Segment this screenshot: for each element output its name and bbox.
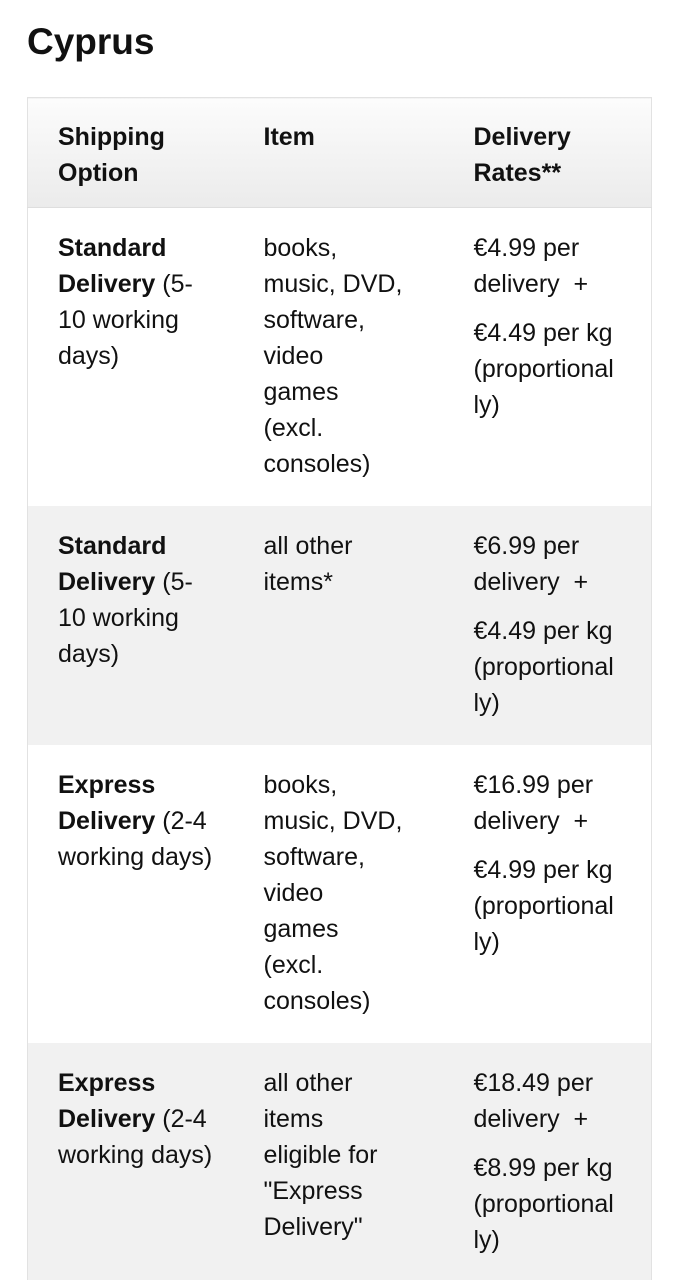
rate-per-kg: €8.99 per kg (proportionally) — [473, 1154, 620, 1254]
shipping-option-detail: (2-4 working days) — [58, 1105, 213, 1169]
rate-per-delivery: €16.99 per delivery + — [473, 771, 600, 835]
cell-item: all other items eligible for "Express De… — [263, 1069, 378, 1241]
rate-per-delivery: €6.99 per delivery + — [473, 532, 589, 596]
table-row: Express Delivery (2-4 working days) all … — [27, 1043, 652, 1280]
cell-item: books, music, DVD, software, video games… — [263, 234, 403, 478]
cell-delivery-rates: €18.49 per delivery + €8.99 per kg (prop… — [444, 1043, 652, 1280]
cell-delivery-rates: €4.99 per delivery + €4.49 per kg (propo… — [444, 208, 652, 507]
cell-shipping-option: Express Delivery (2-4 working days) — [28, 745, 234, 1043]
shipping-option-detail: (2-4 working days) — [58, 807, 213, 871]
header-cell-delivery-rates: Delivery Rates** — [443, 97, 652, 208]
rate-per-delivery: €4.99 per delivery + — [473, 234, 589, 298]
rate-per-kg: €4.49 per kg (proportionally) — [473, 617, 620, 717]
table-header-row: Shipping Option Item Delivery Rates** — [27, 97, 652, 208]
cell-shipping-option: Standard Delivery (5-10 working days) — [28, 506, 234, 745]
cell-item: books, music, DVD, software, video games… — [263, 771, 403, 1015]
header-cell-shipping-option: Shipping Option — [27, 97, 234, 208]
table-body: Standard Delivery (5-10 working days) bo… — [27, 208, 652, 1280]
shipping-rates-table: Shipping Option Item Delivery Rates** St… — [27, 97, 652, 1280]
table-header: Shipping Option Item Delivery Rates** — [27, 97, 652, 208]
shipping-option-name: Standard Delivery — [58, 234, 167, 298]
cell-delivery-rates: €6.99 per delivery + €4.49 per kg (propo… — [444, 506, 652, 745]
rate-per-kg: €4.49 per kg (proportionally) — [473, 319, 620, 419]
shipping-option-name: Standard Delivery — [58, 532, 167, 596]
cell-shipping-option: Express Delivery (2-4 working days) — [28, 1043, 234, 1280]
header-cell-item: Item — [233, 97, 444, 208]
shipping-option-name: Express Delivery — [58, 771, 156, 835]
shipping-option-detail: (5-10 working days) — [58, 270, 193, 370]
table-row: Standard Delivery (5-10 working days) bo… — [28, 208, 652, 507]
cell-delivery-rates: €16.99 per delivery + €4.99 per kg (prop… — [444, 745, 652, 1043]
shipping-option-detail: (5-10 working days) — [58, 568, 193, 668]
rate-per-delivery: €18.49 per delivery + — [473, 1069, 600, 1133]
cell-item: all other items* — [263, 532, 353, 596]
table-row: Express Delivery (2-4 working days) book… — [28, 745, 652, 1043]
table-row: Standard Delivery (5-10 working days) al… — [27, 506, 652, 745]
cell-shipping-option: Standard Delivery (5-10 working days) — [28, 208, 234, 507]
shipping-option-name: Express Delivery — [58, 1069, 156, 1133]
page-title: Cyprus — [27, 21, 155, 62]
rate-per-kg: €4.99 per kg (proportionally) — [473, 856, 620, 956]
